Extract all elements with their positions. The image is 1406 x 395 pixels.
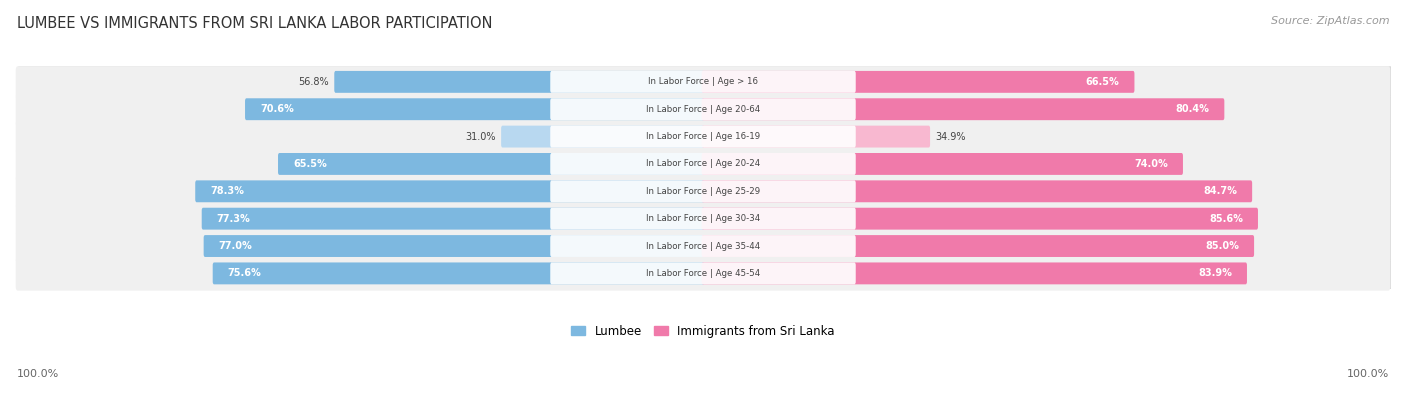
FancyBboxPatch shape: [15, 94, 1391, 126]
Text: 77.3%: 77.3%: [217, 214, 250, 224]
Text: In Labor Force | Age 45-54: In Labor Force | Age 45-54: [645, 269, 761, 278]
FancyBboxPatch shape: [17, 121, 1393, 152]
FancyBboxPatch shape: [550, 208, 856, 229]
Text: 65.5%: 65.5%: [294, 159, 328, 169]
FancyBboxPatch shape: [550, 235, 856, 257]
Text: LUMBEE VS IMMIGRANTS FROM SRI LANKA LABOR PARTICIPATION: LUMBEE VS IMMIGRANTS FROM SRI LANKA LABO…: [17, 16, 492, 31]
FancyBboxPatch shape: [550, 126, 856, 147]
Text: 66.5%: 66.5%: [1085, 77, 1119, 87]
FancyBboxPatch shape: [702, 71, 1135, 93]
Text: In Labor Force | Age 25-29: In Labor Force | Age 25-29: [645, 187, 761, 196]
Text: 56.8%: 56.8%: [298, 77, 329, 87]
FancyBboxPatch shape: [702, 126, 931, 147]
FancyBboxPatch shape: [201, 208, 704, 229]
Text: In Labor Force | Age 35-44: In Labor Force | Age 35-44: [645, 241, 761, 250]
FancyBboxPatch shape: [702, 262, 1247, 284]
Text: In Labor Force | Age > 16: In Labor Force | Age > 16: [648, 77, 758, 87]
Text: Source: ZipAtlas.com: Source: ZipAtlas.com: [1271, 16, 1389, 26]
FancyBboxPatch shape: [278, 153, 704, 175]
FancyBboxPatch shape: [15, 230, 1391, 263]
FancyBboxPatch shape: [17, 94, 1393, 125]
FancyBboxPatch shape: [15, 176, 1391, 209]
Text: In Labor Force | Age 16-19: In Labor Force | Age 16-19: [645, 132, 761, 141]
FancyBboxPatch shape: [204, 235, 704, 257]
Text: 31.0%: 31.0%: [465, 132, 496, 141]
FancyBboxPatch shape: [702, 235, 1254, 257]
FancyBboxPatch shape: [17, 203, 1393, 234]
FancyBboxPatch shape: [702, 208, 1258, 229]
FancyBboxPatch shape: [550, 262, 856, 284]
FancyBboxPatch shape: [17, 176, 1393, 207]
Text: 74.0%: 74.0%: [1135, 159, 1168, 169]
FancyBboxPatch shape: [335, 71, 704, 93]
Legend: Lumbee, Immigrants from Sri Lanka: Lumbee, Immigrants from Sri Lanka: [567, 320, 839, 342]
FancyBboxPatch shape: [550, 71, 856, 93]
Text: 100.0%: 100.0%: [1347, 369, 1389, 379]
Text: 78.3%: 78.3%: [211, 186, 245, 196]
FancyBboxPatch shape: [702, 181, 1253, 202]
FancyBboxPatch shape: [245, 98, 704, 120]
Text: In Labor Force | Age 20-24: In Labor Force | Age 20-24: [645, 160, 761, 168]
FancyBboxPatch shape: [550, 181, 856, 202]
FancyBboxPatch shape: [15, 258, 1391, 291]
FancyBboxPatch shape: [702, 153, 1182, 175]
Text: 80.4%: 80.4%: [1175, 104, 1209, 114]
Text: 83.9%: 83.9%: [1198, 268, 1232, 278]
Text: 85.0%: 85.0%: [1205, 241, 1239, 251]
Text: 85.6%: 85.6%: [1209, 214, 1243, 224]
FancyBboxPatch shape: [15, 121, 1391, 154]
Text: In Labor Force | Age 30-34: In Labor Force | Age 30-34: [645, 214, 761, 223]
Text: 70.6%: 70.6%: [260, 104, 294, 114]
FancyBboxPatch shape: [702, 98, 1225, 120]
FancyBboxPatch shape: [15, 149, 1391, 181]
FancyBboxPatch shape: [195, 181, 704, 202]
FancyBboxPatch shape: [15, 66, 1391, 99]
Text: 84.7%: 84.7%: [1204, 186, 1237, 196]
FancyBboxPatch shape: [15, 203, 1391, 236]
Text: 100.0%: 100.0%: [17, 369, 59, 379]
Text: In Labor Force | Age 20-64: In Labor Force | Age 20-64: [645, 105, 761, 114]
FancyBboxPatch shape: [17, 66, 1393, 98]
FancyBboxPatch shape: [501, 126, 704, 147]
FancyBboxPatch shape: [17, 149, 1393, 180]
FancyBboxPatch shape: [17, 258, 1393, 289]
FancyBboxPatch shape: [550, 98, 856, 120]
Text: 34.9%: 34.9%: [935, 132, 966, 141]
FancyBboxPatch shape: [550, 153, 856, 175]
FancyBboxPatch shape: [212, 262, 704, 284]
Text: 77.0%: 77.0%: [219, 241, 253, 251]
Text: 75.6%: 75.6%: [228, 268, 262, 278]
FancyBboxPatch shape: [17, 230, 1393, 261]
